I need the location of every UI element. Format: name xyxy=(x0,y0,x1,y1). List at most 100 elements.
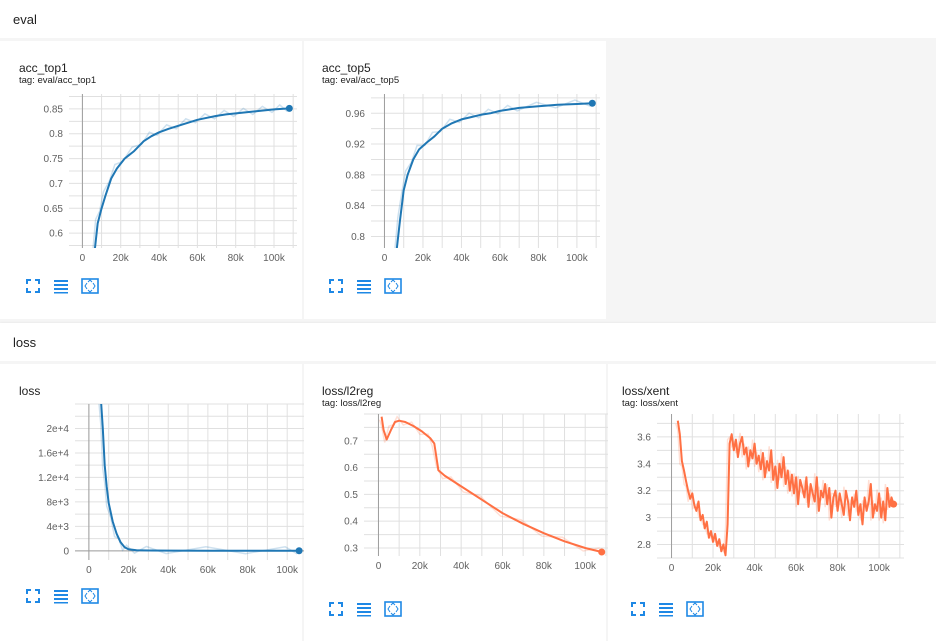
section-title: eval xyxy=(13,12,37,27)
y-tick-label: 3.2 xyxy=(637,486,651,497)
x-tick-label: 40k xyxy=(453,253,470,264)
section-header-eval[interactable]: eval xyxy=(0,0,936,38)
x-tick-label: 80k xyxy=(239,565,256,576)
y-tick-label: 4e+3 xyxy=(46,522,69,533)
line-chart[interactable]: 2.8 3 3.2 3.4 3.6 0 20k 40k 60k 80k 100k xyxy=(637,414,904,574)
last-point-marker[interactable] xyxy=(285,104,293,112)
last-point-marker[interactable] xyxy=(588,99,596,107)
last-point-marker[interactable] xyxy=(598,548,606,556)
y-tick-label: 3.6 xyxy=(637,432,651,443)
toggle-log-scale-icon[interactable] xyxy=(53,588,69,604)
toggle-log-scale-icon[interactable] xyxy=(356,278,372,294)
x-tick-label: 60k xyxy=(788,563,805,574)
toggle-log-scale-icon[interactable] xyxy=(53,278,69,294)
line-chart[interactable]: 0.8 0.84 0.88 0.92 0.96 0 20k 40k 60k 80k 100k xyxy=(346,94,600,264)
x-tick-label: 20k xyxy=(120,565,137,576)
fit-domain-icon[interactable] xyxy=(686,601,704,617)
series-line xyxy=(395,102,593,248)
x-tick-label: 20k xyxy=(412,561,429,572)
chart-toolbar xyxy=(328,601,408,617)
x-tick-label: 0 xyxy=(669,563,675,574)
fullscreen-icon[interactable] xyxy=(328,278,344,294)
x-tick-label: 40k xyxy=(746,563,763,574)
last-point-marker[interactable] xyxy=(890,500,898,508)
x-tick-label: 20k xyxy=(415,253,432,264)
fullscreen-icon[interactable] xyxy=(25,588,41,604)
toggle-log-scale-icon[interactable] xyxy=(356,601,372,617)
x-tick-label: 100k xyxy=(566,253,589,264)
x-tick-label: 80k xyxy=(530,253,547,264)
chart-tag: tag: loss/l2reg xyxy=(322,398,382,409)
series-line xyxy=(93,107,290,248)
x-tick-label: 0 xyxy=(80,253,86,264)
chart-title: loss/xent xyxy=(622,384,670,398)
series-line xyxy=(676,420,895,557)
x-tick-label: 60k xyxy=(200,565,217,576)
chart-toolbar xyxy=(25,278,105,294)
x-tick-label: 40k xyxy=(151,253,168,264)
x-tick-label: 80k xyxy=(830,563,847,574)
line-chart[interactable]: 0.6 0.65 0.7 0.75 0.8 0.85 0 20k 40k 60k 80k 100k xyxy=(44,94,297,264)
fit-domain-icon[interactable] xyxy=(384,601,402,617)
y-tick-label: 3 xyxy=(645,513,651,524)
y-tick-label: 8e+3 xyxy=(46,497,69,508)
toggle-log-scale-icon[interactable] xyxy=(658,601,674,617)
y-tick-label: 0.3 xyxy=(344,543,358,554)
x-tick-label: 80k xyxy=(228,253,245,264)
chart-card-loss-l2reg: loss/l2reg tag: loss/l2reg 0.3 0.4 0.5 0.6 0… xyxy=(304,364,610,641)
section-header-loss[interactable]: loss xyxy=(0,323,936,361)
y-tick-label: 0.6 xyxy=(49,229,63,240)
x-tick-label: 20k xyxy=(113,253,130,264)
series-group xyxy=(378,415,602,553)
x-tick-label: 40k xyxy=(453,561,470,572)
section-title: loss xyxy=(13,335,37,350)
x-tick-label: 0 xyxy=(382,253,388,264)
fullscreen-icon[interactable] xyxy=(630,601,646,617)
y-tick-label: 2e+4 xyxy=(46,424,69,435)
fit-domain-icon[interactable] xyxy=(384,278,402,294)
fullscreen-icon[interactable] xyxy=(328,601,344,617)
y-tick-label: 0.84 xyxy=(346,201,366,212)
last-point-marker[interactable] xyxy=(295,547,303,555)
x-tick-label: 60k xyxy=(189,253,206,264)
series-raw-line xyxy=(98,404,298,555)
y-tick-label: 0.65 xyxy=(44,204,64,215)
series-line xyxy=(380,416,602,553)
x-tick-label: 100k xyxy=(868,563,891,574)
chart-tag: tag: eval/acc_top1 xyxy=(19,75,97,86)
y-tick-label: 0.96 xyxy=(346,109,366,120)
y-tick-label: 0.75 xyxy=(44,154,64,165)
y-tick-label: 0.92 xyxy=(346,140,366,151)
y-tick-label: 0.6 xyxy=(344,463,358,474)
x-tick-label: 60k xyxy=(494,561,511,572)
series-line xyxy=(100,404,300,552)
fit-domain-icon[interactable] xyxy=(81,278,99,294)
y-tick-label: 2.8 xyxy=(637,540,651,551)
chart-toolbar xyxy=(630,601,710,617)
y-tick-label: 3.4 xyxy=(637,459,651,470)
series-raw-line xyxy=(378,415,600,552)
chart-card-acc-top5: acc_top5 tag: eval/acc_top5 0.8 0.84 0.88 0… xyxy=(304,41,606,319)
chart-card-loss: loss 0 4e+3 8e+3 1.2e+4 1.6e+4 2e+4 0 20k 40k 60k… xyxy=(0,364,311,641)
series-group xyxy=(92,103,290,248)
line-chart[interactable]: 0 4e+3 8e+3 1.2e+4 1.6e+4 2e+4 0 20k 40k 60k 80k 10… xyxy=(38,403,311,576)
x-tick-label: 100k xyxy=(574,561,597,572)
series-raw-line xyxy=(394,99,591,248)
y-tick-label: 0.85 xyxy=(44,104,64,115)
fit-domain-icon[interactable] xyxy=(81,588,99,604)
y-tick-label: 0.4 xyxy=(344,517,358,528)
series-group xyxy=(98,404,300,555)
line-chart[interactable]: 0.3 0.4 0.5 0.6 0.7 0 20k 40k 60k 80k 100k xyxy=(344,413,610,572)
fullscreen-icon[interactable] xyxy=(25,278,41,294)
chart-tag: tag: eval/acc_top5 xyxy=(322,75,400,86)
x-tick-label: 80k xyxy=(536,561,553,572)
x-tick-label: 20k xyxy=(705,563,722,574)
x-tick-label: 100k xyxy=(276,565,299,576)
x-tick-label: 60k xyxy=(492,253,509,264)
y-tick-label: 0.8 xyxy=(351,232,365,243)
x-tick-label: 0 xyxy=(86,565,92,576)
y-tick-label: 0.88 xyxy=(346,170,366,181)
series-group xyxy=(675,420,895,557)
y-tick-label: 0.8 xyxy=(49,129,63,140)
chart-tag: tag: loss/xent xyxy=(622,398,678,409)
